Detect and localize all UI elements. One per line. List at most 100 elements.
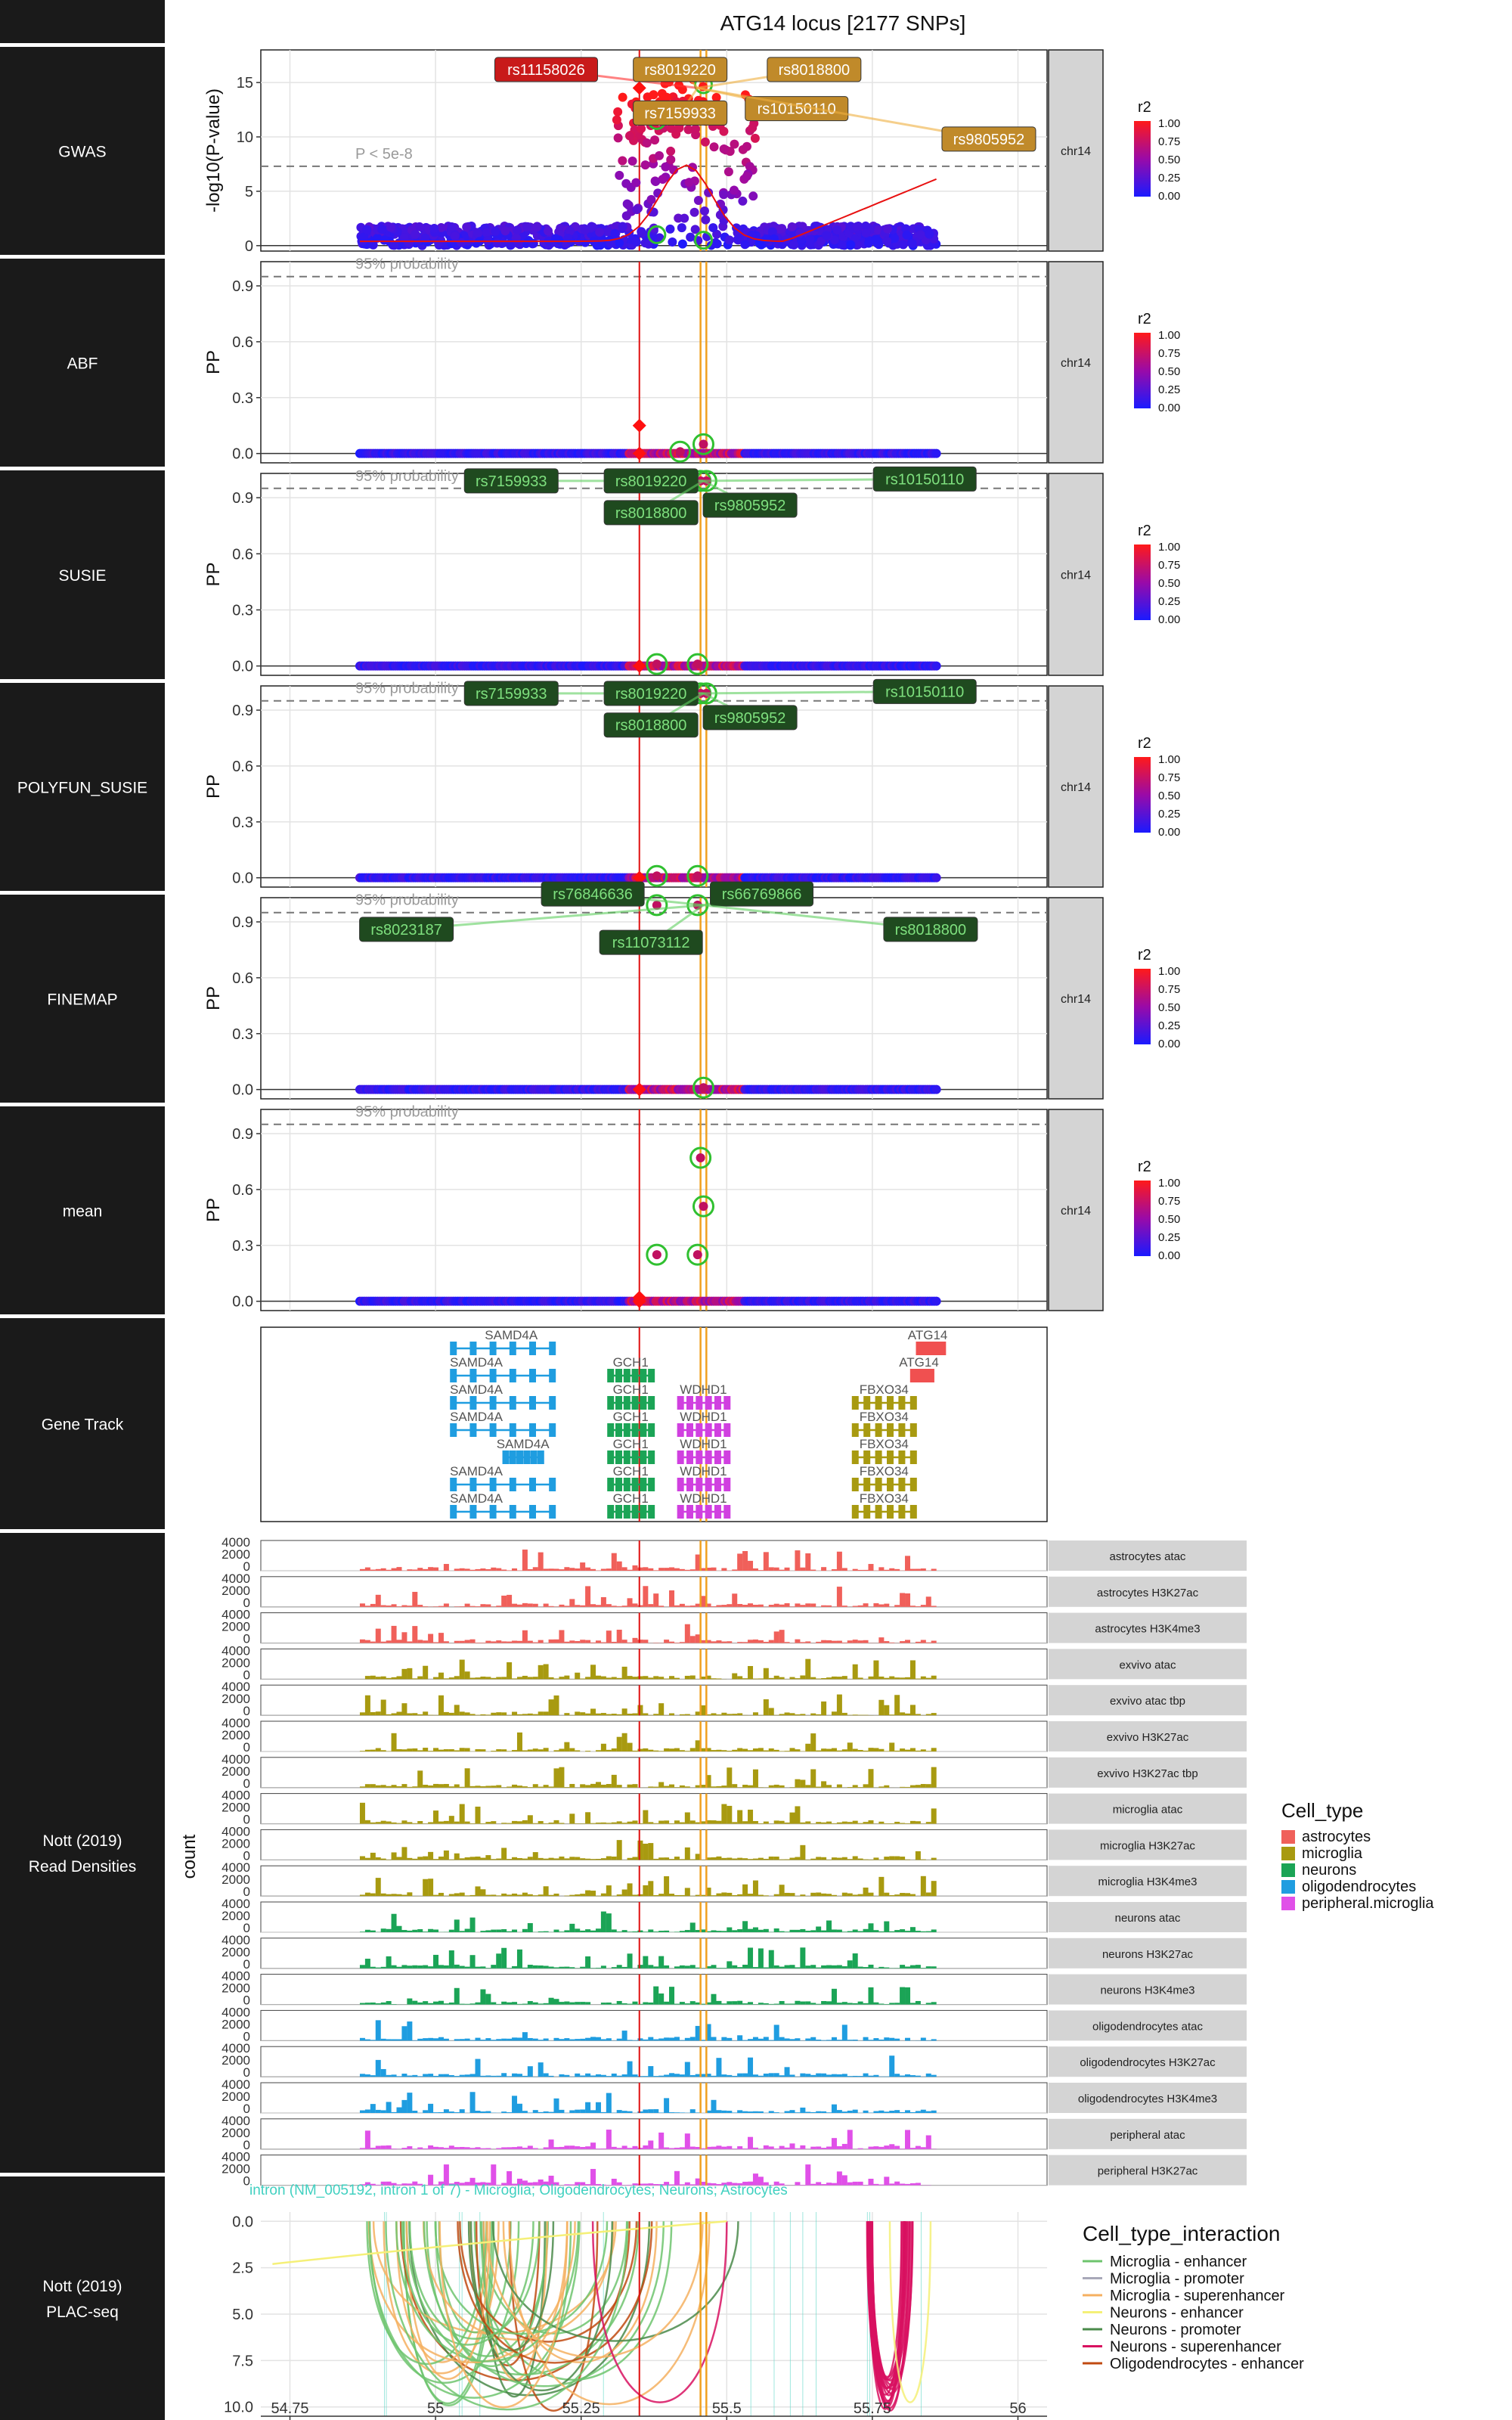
density-bar — [459, 2109, 465, 2113]
density-bar — [800, 2107, 806, 2113]
gene-exon — [631, 1450, 639, 1464]
density-bar — [469, 1894, 476, 1897]
density-bar — [773, 2024, 779, 2041]
density-bar — [920, 2109, 926, 2113]
density-bar — [721, 2146, 727, 2149]
density-bar — [721, 1750, 727, 1751]
density-bar — [674, 1931, 680, 1932]
density-bar — [637, 2147, 643, 2149]
density-bar — [438, 1749, 444, 1751]
density-bar — [711, 1895, 717, 1897]
density-bar — [643, 1586, 649, 1607]
density-bar — [485, 1930, 491, 1932]
gene-exon — [615, 1505, 623, 1519]
credible-snp-ring — [693, 231, 713, 250]
density-bar — [847, 2110, 853, 2113]
y-tick-label: 2.5 — [232, 2260, 253, 2277]
density-bar — [364, 1959, 370, 1969]
gene-exon — [549, 1423, 556, 1437]
density-bar — [475, 1606, 481, 1607]
gene-exon — [714, 1450, 721, 1464]
density-bar — [575, 2073, 581, 2077]
density-bar — [480, 1676, 486, 1680]
density-bar — [689, 2146, 696, 2149]
density-bar — [857, 1931, 863, 1932]
density-bar — [920, 1568, 926, 1571]
density-bar — [391, 1822, 397, 1824]
density-bar — [632, 2074, 638, 2077]
density-bar — [789, 1893, 795, 1897]
density-bar — [516, 1732, 522, 1751]
density-bar — [433, 1642, 439, 1643]
gene-exon — [677, 1478, 684, 1491]
density-bar — [795, 2000, 801, 2005]
density-bar — [789, 2143, 795, 2149]
pp-snp-label: rs66769866 — [722, 886, 802, 903]
density-bar — [716, 1749, 722, 1751]
gene-exon — [705, 1450, 712, 1464]
gwas-point — [492, 238, 502, 248]
gwas-point — [761, 234, 771, 244]
gwas-snp-label: rs7159933 — [644, 105, 716, 122]
density-bar — [600, 1743, 606, 1751]
gene-exon — [677, 1423, 684, 1437]
gwas-point — [890, 234, 900, 244]
density-bar — [643, 2145, 649, 2149]
density-bar — [459, 1858, 465, 1860]
density-bar — [580, 2075, 586, 2077]
density-bar — [925, 2135, 931, 2149]
density-bar — [648, 2002, 654, 2005]
density-bar — [648, 2109, 654, 2113]
density-bar — [364, 2109, 370, 2113]
density-bar — [464, 1603, 470, 1607]
density-bar — [810, 1858, 816, 1860]
density-bar — [459, 2074, 465, 2077]
density-bar — [469, 2040, 476, 2041]
density-bar — [438, 2147, 444, 2149]
density-bar — [669, 2148, 675, 2149]
density-bar — [852, 1748, 858, 1751]
track-name: oligodendrocytes H3K27ac — [1080, 2056, 1216, 2069]
density-bar — [905, 1713, 911, 1716]
density-bar — [370, 1893, 376, 1897]
density-bar — [575, 2039, 581, 2041]
gene-exon — [615, 1450, 623, 1464]
gene-label: SAMD4A — [450, 1410, 503, 1424]
density-bar — [748, 1785, 754, 1788]
density-bar — [491, 2075, 497, 2077]
density-bar — [469, 2148, 476, 2149]
y-axis-label: PP — [203, 986, 224, 1010]
density-bar — [889, 1931, 895, 1932]
density-bar — [538, 1665, 544, 1680]
chr-label: chr14 — [1061, 357, 1091, 370]
density-bar — [448, 2145, 454, 2149]
density-bar — [380, 1750, 386, 1751]
density-bar — [621, 2111, 627, 2113]
density-bar — [915, 2145, 921, 2149]
density-bar — [773, 2112, 779, 2113]
y-axis-label: PP — [203, 774, 224, 799]
density-bar — [900, 1786, 906, 1788]
density-bar — [689, 1748, 696, 1751]
density-bar — [464, 1568, 470, 1571]
density-bar — [643, 2039, 649, 2041]
density-bar — [920, 1876, 926, 1897]
density-bar — [873, 2183, 879, 2186]
gwas-point — [377, 225, 387, 234]
density-bar — [732, 2112, 738, 2113]
gene-exon — [875, 1478, 882, 1491]
density-bar — [480, 2111, 486, 2113]
y-tick-label: 0.0 — [232, 870, 253, 887]
density-bar — [459, 1804, 465, 1824]
density-bar — [684, 2003, 690, 2005]
density-bar — [627, 2003, 633, 2005]
density-bar — [412, 1569, 418, 1571]
density-bar — [810, 1930, 816, 1932]
density-bar — [748, 2039, 754, 2041]
gene-exon — [677, 1396, 684, 1410]
density-bar — [648, 2037, 654, 2041]
density-bar — [438, 1856, 444, 1860]
strip-label: mean — [63, 1203, 103, 1221]
chr-strip — [1048, 473, 1104, 676]
density-bar — [711, 1930, 717, 1932]
